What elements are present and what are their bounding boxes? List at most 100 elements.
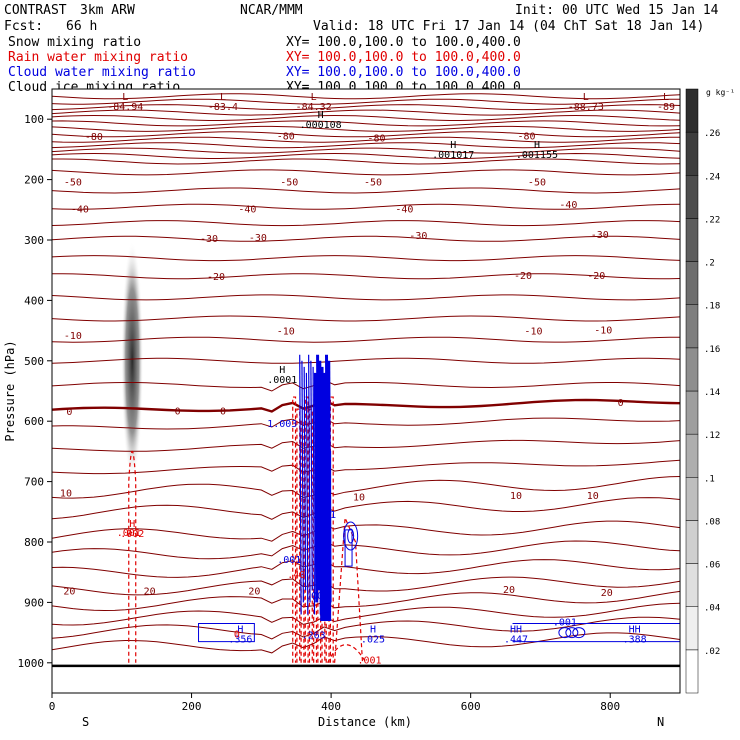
isotherm-line [51, 220, 681, 227]
colorbar-tick-label: .16 [704, 345, 720, 355]
colorbar-swatch [685, 88, 699, 133]
cloud-contour [316, 354, 321, 591]
cloud-contour [305, 372, 309, 615]
isotherm-line [51, 379, 681, 392]
colorbar-tick-label: .22 [704, 215, 720, 225]
colorbar-swatch [685, 606, 699, 651]
isotherm-label: -40 [559, 200, 577, 211]
isotherm-line [51, 336, 680, 343]
colorbar-swatch [685, 131, 699, 176]
extremum-mark: HH [629, 625, 641, 636]
isotherm-line [51, 602, 681, 626]
colorbar-swatch [685, 304, 699, 349]
extremum-mark: H [237, 625, 243, 636]
contour-label: .263 [302, 631, 326, 642]
y-tick-label: 200 [24, 174, 44, 187]
isotherm-label: -30 [409, 231, 427, 242]
x-tick-label: 600 [461, 700, 481, 713]
isotherm-label: -50 [528, 177, 546, 188]
isotherm-label: -40 [238, 205, 256, 216]
isotherm-line [51, 136, 681, 143]
rain-contour [296, 408, 301, 663]
extremum-value: -84.32 [296, 102, 332, 113]
isotherm-label: 20 [63, 586, 75, 597]
isotherm-label: -30 [591, 230, 609, 241]
cloud-contour [313, 372, 319, 603]
isotherm-label: -10 [64, 331, 82, 342]
field-name: Cloud water mixing ratio [8, 65, 196, 80]
isotherm-label: 20 [144, 586, 156, 597]
south-label: S [82, 715, 89, 729]
extremum-mark: H [534, 140, 540, 151]
x-tick-label: 200 [182, 700, 202, 713]
isotherm-label: 10 [353, 493, 365, 504]
isotherm-line [51, 497, 681, 520]
isotherm-line [51, 235, 681, 242]
north-label: N [657, 715, 664, 729]
colorbar-swatch [685, 390, 699, 435]
isotherm-label: -10 [594, 325, 612, 336]
x-tick-label: 0 [49, 700, 56, 713]
contour-label: .001 [553, 617, 577, 628]
isotherm-line [51, 616, 681, 640]
isotherm-label: -50 [280, 177, 298, 188]
colorbar-tick-label: .2 [704, 259, 715, 269]
extremum-value: .447 [504, 635, 528, 646]
extremum-value: .000108 [300, 120, 342, 131]
y-axis-title: Pressure (hPa) [3, 340, 17, 441]
cloud-contour [299, 354, 302, 615]
x-tick-label: 400 [321, 700, 341, 713]
colorbar-swatch [685, 433, 699, 478]
isotherm-label: -10 [277, 327, 295, 338]
extremum-mark: L [122, 92, 128, 103]
extremum-value: .388 [623, 635, 647, 646]
y-tick-label: 800 [24, 536, 44, 549]
isotherm-line [51, 357, 681, 364]
y-tick-label: 700 [24, 476, 44, 489]
isotherm-label: -50 [364, 177, 382, 188]
isotherm-line [51, 142, 681, 149]
cloud-core [320, 450, 332, 622]
colorbar-tick-label: .06 [704, 561, 720, 571]
colorbar-tick-label: .14 [704, 388, 720, 398]
contour-label: .40 [287, 570, 305, 581]
isotherm-line [51, 459, 681, 475]
y-tick-label: 1000 [18, 657, 45, 670]
isotherm-line [51, 125, 681, 132]
isotherm-line [51, 576, 681, 596]
extremum-value: .025 [361, 635, 385, 646]
contour-label: .001 [312, 510, 336, 521]
contour-labels: -80 -80 -80 -80 -50 -50 -50 -50 -40 -40 -40 -40 -30 -… [60, 92, 675, 667]
isotherm-label: -30 [249, 233, 267, 244]
isotherm-line [51, 203, 681, 210]
isotherm-line [51, 398, 681, 413]
fcst-value: 66 h [66, 19, 97, 34]
y-tick-label: 300 [24, 234, 44, 247]
cloud-water-contours [198, 354, 680, 643]
rain-contour [334, 517, 364, 663]
isotherm-label: 10 [587, 491, 599, 502]
extremum-mark: HH [510, 625, 522, 636]
cloud-contour [565, 627, 579, 639]
field-name: Rain water mixing ratio [8, 50, 188, 65]
cloud-contour [512, 623, 680, 643]
y-tick-label: 600 [24, 415, 44, 428]
isotherm-label: -10 [524, 327, 542, 338]
cloud-contour [301, 360, 304, 603]
extremum-mark: H [318, 110, 324, 121]
isotherm-line [51, 439, 681, 452]
isotherm-label: -80 [367, 133, 385, 144]
extremum-mark: L [220, 92, 226, 103]
isotherm-label: 20 [601, 588, 613, 599]
snow-shading [121, 240, 144, 481]
cloud-contour [198, 623, 255, 643]
isotherm-label: -20 [587, 271, 605, 282]
field-name: Snow mixing ratio [8, 35, 141, 50]
cloud-contour [308, 354, 311, 603]
extremum-mark: L [663, 92, 669, 103]
isotherm-label: 0 [220, 406, 226, 417]
y-tick-label: 100 [24, 113, 44, 126]
isotherm-label: -20 [514, 271, 532, 282]
colorbar: .02 .04 .06 .08 .1 .12 .14 .16 .18 .2 .22 .24 .26 [685, 88, 720, 694]
isotherm-label: -40 [71, 205, 89, 216]
